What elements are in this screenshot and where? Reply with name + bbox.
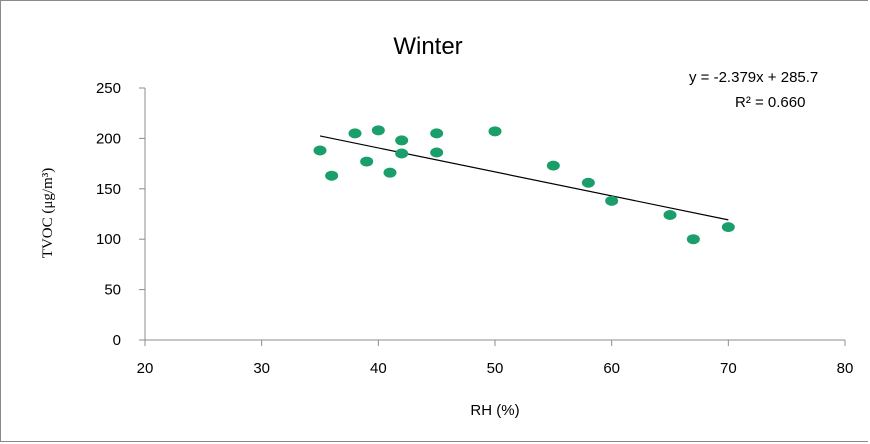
- data-point: [721, 222, 735, 233]
- data-point: [383, 167, 397, 178]
- trendline: [319, 135, 729, 221]
- data-point: [360, 156, 374, 167]
- data-point: [488, 126, 502, 137]
- r-squared-label: R² = 0.660: [735, 94, 805, 111]
- y-ticks: 0 50 100 150 200 250: [96, 80, 145, 349]
- data-point: [395, 135, 409, 146]
- data-point: [430, 128, 444, 139]
- x-tick-label: 30: [253, 360, 270, 377]
- y-tick-label: 200: [96, 130, 121, 147]
- trendline-equation: y = -2.379x + 285.7: [689, 69, 818, 86]
- data-point: [546, 160, 560, 171]
- x-ticks: 20 30 40 50 60 70 80: [137, 340, 854, 377]
- x-tick-label: 20: [137, 360, 154, 377]
- y-tick-label: 50: [104, 282, 121, 299]
- y-tick-label: 100: [96, 231, 121, 248]
- chart-title: Winter: [393, 33, 462, 60]
- y-tick-label: 150: [96, 181, 121, 198]
- data-point: [395, 148, 409, 159]
- y-tick-label: 0: [113, 332, 121, 349]
- axes: [144, 88, 845, 341]
- x-tick-label: 70: [720, 360, 737, 377]
- data-point: [348, 128, 362, 139]
- data-point: [663, 210, 677, 221]
- data-point: [686, 234, 700, 245]
- x-tick-label: 40: [370, 360, 387, 377]
- data-point: [313, 145, 327, 156]
- data-point: [581, 177, 595, 188]
- y-axis-title: TVOC (μg/m³): [40, 168, 56, 258]
- data-point: [430, 147, 444, 158]
- data-points: [313, 125, 735, 245]
- x-axis-title: RH (%): [470, 402, 519, 419]
- x-tick-label: 60: [603, 360, 620, 377]
- x-tick-label: 50: [487, 360, 504, 377]
- x-tick-label: 80: [837, 360, 854, 377]
- y-tick-label: 250: [96, 80, 121, 97]
- data-point: [325, 170, 339, 181]
- data-point: [371, 125, 385, 136]
- data-point: [605, 195, 619, 206]
